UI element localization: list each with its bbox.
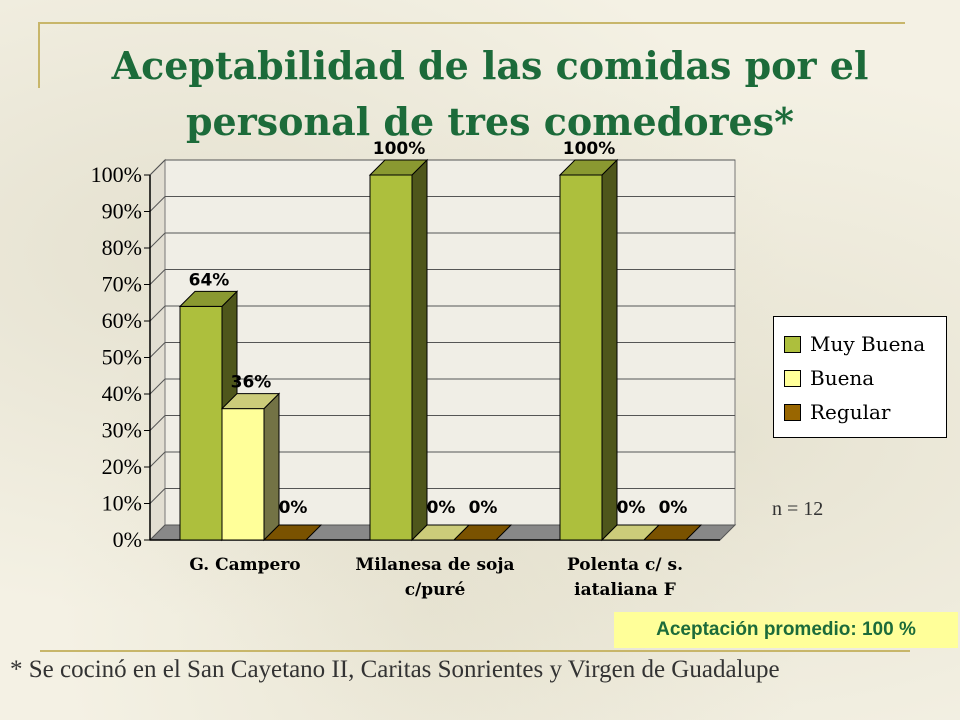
legend-swatch-muy-buena: [784, 335, 801, 353]
y-tick-label: 20%: [102, 454, 142, 479]
data-label: 0%: [469, 498, 498, 518]
bar-zero: [642, 524, 703, 541]
legend-item-buena: Buena: [784, 363, 874, 393]
category-label: c/puré: [405, 580, 466, 600]
gridline-diagonal: [149, 305, 166, 322]
gridline-diagonal: [149, 232, 166, 249]
gridline-diagonal: [149, 488, 166, 504]
bar-top: [178, 290, 239, 307]
bar: [179, 305, 223, 541]
y-tick-label: 100%: [91, 162, 142, 187]
gridline-diagonal: [149, 451, 166, 468]
bar-top: [368, 159, 429, 176]
bar-top: [220, 393, 281, 410]
gridline-diagonal: [149, 342, 166, 358]
y-tick-label: 70%: [102, 272, 142, 297]
data-label: 100%: [563, 139, 616, 159]
legend-item-muy-buena: Muy Buena: [784, 329, 925, 359]
data-label: 0%: [427, 498, 456, 518]
data-label: 0%: [659, 498, 688, 518]
y-tick-label: 50%: [102, 345, 142, 370]
data-label: 0%: [279, 498, 308, 518]
y-tick-label: 90%: [102, 199, 142, 224]
y-tick-label: 30%: [102, 418, 142, 443]
title-line-1: Aceptabilidad de las comidas por el: [111, 43, 869, 88]
legend-label-muy-buena: Muy Buena: [810, 332, 926, 356]
legend-label-buena: Buena: [810, 366, 875, 390]
gridline-diagonal: [149, 378, 166, 395]
gridline-diagonal: [149, 159, 166, 176]
bottom-rule: [40, 650, 910, 652]
legend-label-regular: Regular: [810, 400, 891, 424]
chart-legend: Muy Buena Buena Regular: [773, 316, 947, 438]
bar-side: [411, 158, 428, 542]
legend-swatch-buena: [784, 369, 801, 387]
bar: [369, 174, 413, 541]
data-label: 36%: [231, 373, 272, 393]
category-label: G. Campero: [189, 555, 300, 575]
average-acceptance-box: Aceptación promedio: 100 %: [614, 612, 958, 648]
y-tick-label: 60%: [102, 308, 142, 333]
bar-zero: [452, 524, 513, 541]
gridline-diagonal: [149, 269, 166, 285]
left-rule: [38, 22, 40, 88]
legend-item-regular: Regular: [784, 397, 890, 427]
data-label: 100%: [373, 139, 426, 159]
bar: [559, 174, 603, 541]
sample-size-note: n = 12: [772, 498, 824, 520]
category-label: Milanesa de soja: [355, 555, 514, 575]
bar-zero: [262, 524, 323, 541]
data-label: 64%: [189, 270, 230, 290]
y-tick-label: 80%: [102, 235, 142, 260]
y-tick-label: 40%: [102, 381, 142, 406]
legend-swatch-regular: [784, 403, 801, 421]
footnote: * Se cocinó en el San Cayetano II, Carit…: [10, 656, 780, 683]
bar-side: [601, 158, 618, 542]
gridline-diagonal: [149, 415, 166, 431]
y-tick-label: 0%: [113, 527, 142, 552]
category-label: Polenta c/ s.: [567, 555, 683, 575]
bar-side: [263, 392, 280, 542]
data-label: 0%: [617, 498, 646, 518]
bar: [221, 408, 265, 541]
title-line-2: personal de tres comedores*: [185, 99, 795, 144]
top-rule: [40, 22, 905, 24]
y-tick-label: 10%: [102, 491, 142, 516]
gridline-diagonal: [149, 196, 166, 212]
slide-title: Aceptabilidad de las comidas por el pers…: [60, 38, 920, 150]
category-label: iataliana F: [574, 580, 676, 600]
bar-top: [558, 159, 619, 176]
